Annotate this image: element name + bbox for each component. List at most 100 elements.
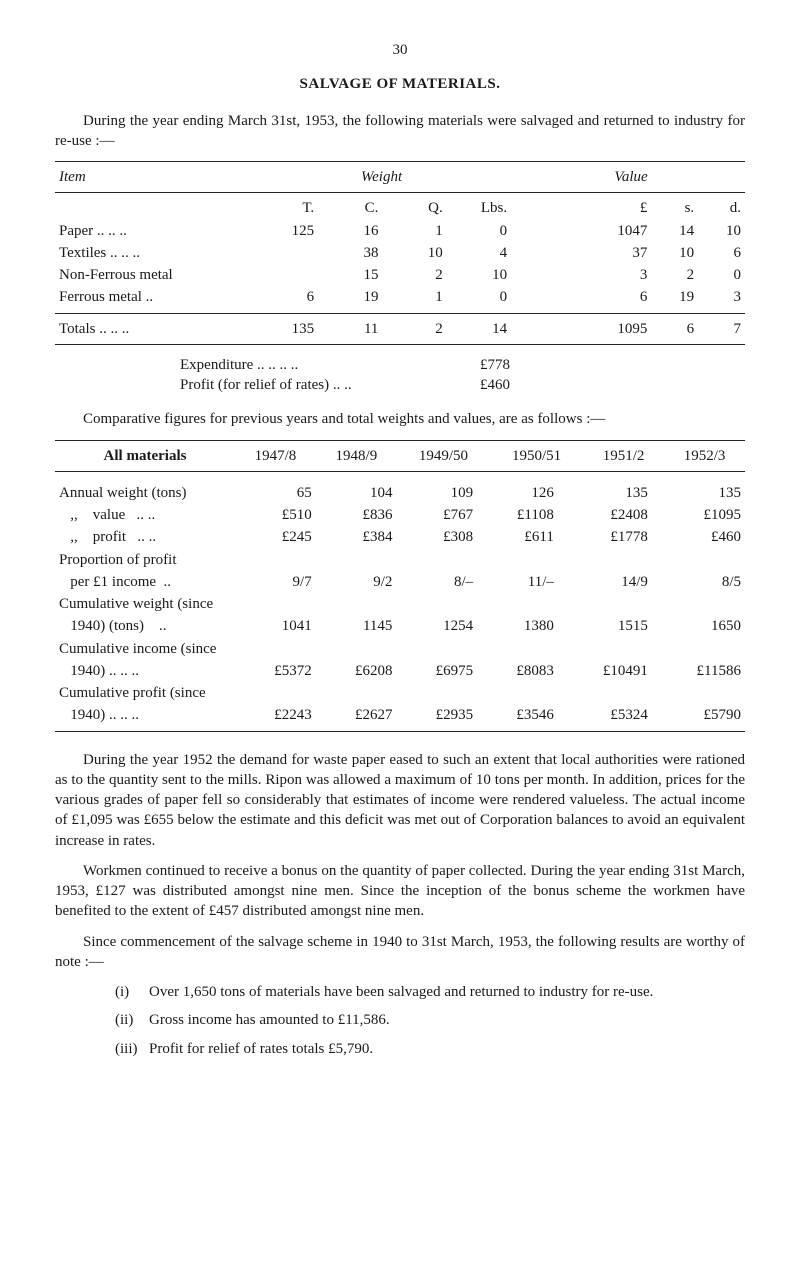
row-label: ,, value .. .. [55, 504, 235, 526]
table-row: Textiles .. .. .. 38 10 4 37 10 6 [55, 242, 745, 264]
list-number: (i) [115, 982, 149, 1002]
cell: £510 [235, 504, 316, 526]
cell: £1778 [558, 526, 652, 548]
body-paragraph: Workmen continued to receive a bonus on … [55, 861, 745, 922]
cell [396, 682, 477, 704]
table-rule [55, 440, 745, 441]
cell: 2 [382, 264, 446, 286]
cell: £767 [396, 504, 477, 526]
cell: 6 [254, 286, 318, 308]
header-year: 1952/3 [664, 445, 745, 467]
row-label: Cumulative weight (since [55, 593, 235, 615]
table-row: ,, value .. ..£510£836£767£1108£2408£109… [55, 504, 745, 526]
cell: 65 [235, 482, 316, 504]
header-year: 1951/2 [583, 445, 664, 467]
cell: £460 [652, 526, 745, 548]
table-row: Cumulative weight (since [55, 593, 745, 615]
row-label: 1940) (tons) .. [55, 615, 235, 637]
cell: £5790 [652, 704, 745, 726]
list-number: (iii) [115, 1039, 149, 1059]
cell: £11586 [652, 660, 745, 682]
cell: 6 [698, 242, 745, 264]
header-year: 1950/51 [490, 445, 583, 467]
cell: 1254 [396, 615, 477, 637]
table-row: per £1 income ..9/79/28/–11/–14/98/5 [55, 571, 745, 593]
cell: 109 [396, 482, 477, 504]
sub-l: £ [511, 197, 651, 219]
comparative-table: All materials 1947/8 1948/9 1949/50 1950… [55, 445, 745, 467]
table-row: Cumulative profit (since [55, 682, 745, 704]
row-label: Textiles .. .. .. [55, 242, 254, 264]
cell: 6 [511, 286, 651, 308]
cell [235, 638, 316, 660]
table-row: Annual weight (tons)65104109126135135 [55, 482, 745, 504]
weight-value-table: Item Weight Value [55, 166, 745, 188]
cell: 11 [318, 318, 382, 340]
cell [652, 549, 745, 571]
cell [558, 682, 652, 704]
list-item: (ii) Gross income has amounted to £11,58… [115, 1010, 745, 1030]
row-label: 1940) .. .. .. [55, 660, 235, 682]
table-row: Paper .. .. .. 125 16 1 0 1047 14 10 [55, 220, 745, 242]
cell: £6975 [396, 660, 477, 682]
cell: 135 [254, 318, 318, 340]
cell: 2 [651, 264, 698, 286]
cell: 16 [318, 220, 382, 242]
header-label: All materials [55, 445, 235, 467]
cell [477, 682, 558, 704]
table-rule [55, 344, 745, 345]
header-year: 1948/9 [316, 445, 397, 467]
header-row: All materials 1947/8 1948/9 1949/50 1950… [55, 445, 745, 467]
cell: 126 [477, 482, 558, 504]
cell: 19 [651, 286, 698, 308]
cell: 10 [447, 264, 511, 286]
cell [477, 593, 558, 615]
main-title: SALVAGE OF MATERIALS. [55, 74, 745, 94]
row-label: Cumulative income (since [55, 638, 235, 660]
cell: £384 [316, 526, 397, 548]
sub-c: C. [318, 197, 382, 219]
body-paragraph: Since commencement of the salvage scheme… [55, 932, 745, 973]
cell: 2 [382, 318, 446, 340]
cell: 3 [698, 286, 745, 308]
cell: 1380 [477, 615, 558, 637]
cell [652, 682, 745, 704]
cell: £611 [477, 526, 558, 548]
cell: £2243 [235, 704, 316, 726]
cell [396, 549, 477, 571]
cell: £5324 [558, 704, 652, 726]
cell [235, 593, 316, 615]
cell: £2408 [558, 504, 652, 526]
cell: 0 [447, 220, 511, 242]
sub-s: s. [651, 197, 698, 219]
table-row: Non-Ferrous metal 15 2 10 3 2 0 [55, 264, 745, 286]
cell [396, 638, 477, 660]
weight-value-table-body: T. C. Q. Lbs. £ s. d. Paper .. .. .. 125… [55, 197, 745, 308]
cell: 10 [382, 242, 446, 264]
cell: 4 [447, 242, 511, 264]
cell: £2627 [316, 704, 397, 726]
cell: 0 [447, 286, 511, 308]
list-number: (ii) [115, 1010, 149, 1030]
list-text: Over 1,650 tons of materials have been s… [149, 982, 745, 1002]
weight-value-totals: Totals .. .. .. 135 11 2 14 1095 6 7 [55, 318, 745, 340]
cell [396, 593, 477, 615]
cell: 37 [511, 242, 651, 264]
cell: £308 [396, 526, 477, 548]
cell: 0 [698, 264, 745, 286]
table-row: 1940) (tons) ..104111451254138015151650 [55, 615, 745, 637]
intro-paragraph: During the year ending March 31st, 1953,… [55, 111, 745, 152]
cell: 15 [318, 264, 382, 286]
cell: 9/2 [316, 571, 397, 593]
table-row: Cumulative income (since [55, 638, 745, 660]
cell: £10491 [558, 660, 652, 682]
totals-label: Totals .. .. .. [55, 318, 254, 340]
row-label: per £1 income .. [55, 571, 235, 593]
cell: £3546 [477, 704, 558, 726]
cell: 10 [651, 242, 698, 264]
cell [316, 682, 397, 704]
cell [316, 638, 397, 660]
profit-value: £460 [480, 375, 540, 395]
cell: 1145 [316, 615, 397, 637]
cell: £245 [235, 526, 316, 548]
